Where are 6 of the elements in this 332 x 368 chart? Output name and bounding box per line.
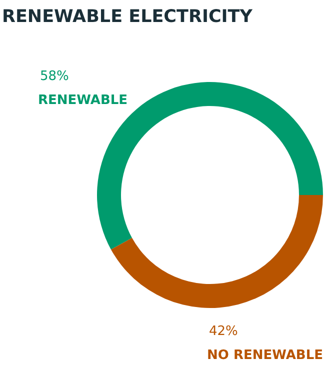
slice-label: RENEWABLE xyxy=(38,93,128,108)
data-label: 42% xyxy=(209,324,238,339)
slice-label: NO RENEWABLE xyxy=(207,348,323,363)
donut-slice xyxy=(110,195,323,308)
chart-title: RENEWABLE ELECTRICITY xyxy=(2,7,253,27)
data-label: 58% xyxy=(40,69,69,84)
